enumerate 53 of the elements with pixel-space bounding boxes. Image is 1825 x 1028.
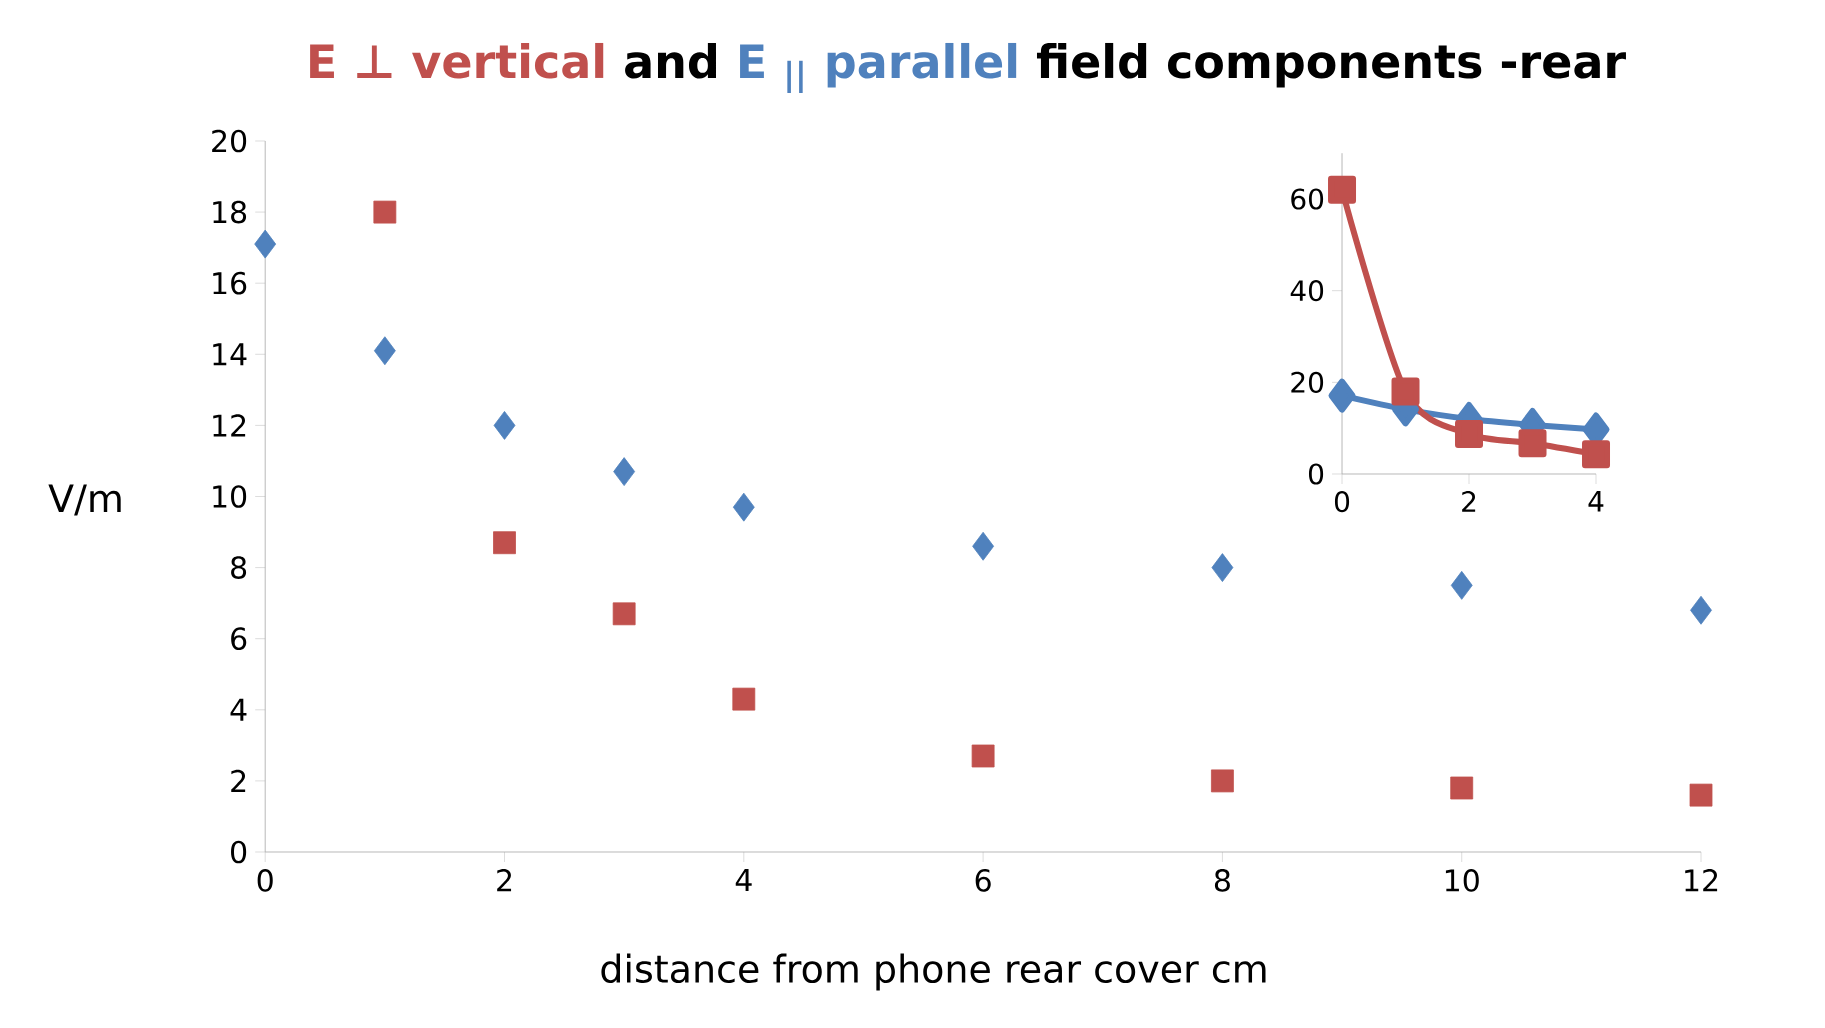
point	[1328, 378, 1356, 413]
y-tick-label: 60	[1291, 188, 1324, 210]
y-tick-label: 4	[230, 698, 247, 721]
point	[1582, 440, 1611, 469]
x-tick-label: 8	[1214, 869, 1230, 892]
point	[1328, 175, 1357, 204]
point	[1211, 553, 1234, 582]
y-tick-label: 8	[231, 556, 247, 579]
point	[493, 411, 516, 440]
x-tick-label: 4	[1588, 491, 1604, 512]
y-tick-label: 14	[213, 343, 247, 366]
point	[732, 687, 756, 711]
x-tick-label: 0	[257, 869, 273, 892]
x-axis-title: distance from phone rear cover cm	[601, 953, 1266, 991]
point	[972, 531, 995, 561]
point	[1450, 776, 1474, 800]
x-tick-label: 4	[735, 869, 752, 891]
x-tick-label: 2	[1462, 491, 1476, 512]
point	[1391, 377, 1420, 406]
point	[493, 531, 516, 555]
y-tick-label: 20	[212, 129, 247, 153]
y-tick-label: 18	[213, 200, 247, 224]
point	[254, 229, 277, 259]
point	[1455, 420, 1484, 449]
x-tick-label: 0	[1334, 491, 1350, 513]
point	[373, 200, 397, 224]
x-tick-label: 2	[497, 869, 512, 892]
y-tick-label: 0	[231, 840, 247, 864]
x-tick-label: 10	[1445, 869, 1479, 892]
y-tick-label: 16	[213, 271, 247, 295]
point	[1689, 783, 1713, 807]
point	[1518, 429, 1547, 458]
y-tick-label: 0	[1308, 463, 1324, 485]
text: and	[625, 42, 716, 79]
y-tick-label: 20	[1291, 371, 1324, 393]
y-tick-label: 40	[1290, 280, 1324, 302]
x-tick-label: 12	[1685, 869, 1718, 892]
y-tick-label: 6	[231, 627, 247, 651]
y-tick-label: 2	[231, 769, 246, 793]
point	[1450, 570, 1473, 600]
text: E ⊥ vertical	[310, 42, 604, 79]
point	[971, 744, 995, 768]
point	[612, 602, 636, 626]
point	[1211, 769, 1234, 793]
point	[732, 492, 755, 522]
y-tick-label: 12	[213, 414, 246, 437]
text: E $_{||}$ parallel	[740, 42, 1017, 93]
point	[373, 336, 396, 366]
chart-title: field components -rear	[1036, 42, 1626, 88]
point	[1690, 595, 1712, 625]
y-axis-title: V/m	[48, 484, 121, 516]
point	[613, 457, 636, 487]
x-tick-label: 6	[975, 869, 991, 892]
